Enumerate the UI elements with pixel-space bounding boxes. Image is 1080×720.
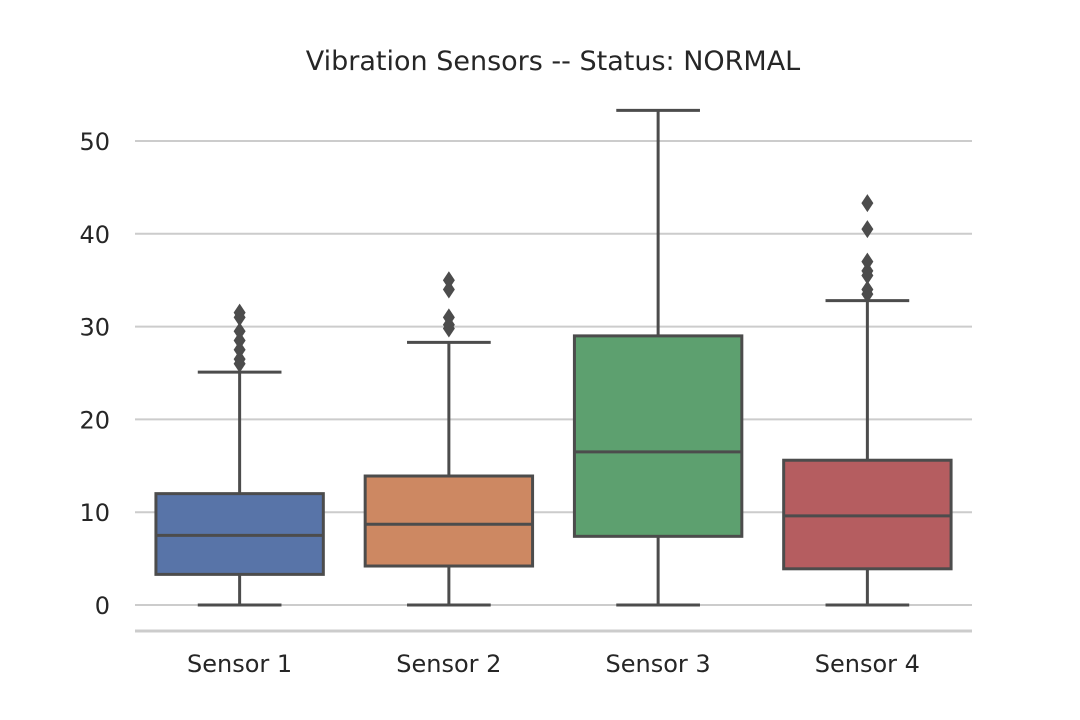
box-4 (782, 194, 953, 607)
outlier-point (442, 271, 455, 290)
outlier-point (442, 308, 455, 327)
box-1 (154, 303, 325, 607)
y-tick-label: 50 (79, 128, 110, 156)
outlier-point (861, 261, 874, 280)
y-tick-label: 30 (79, 314, 110, 342)
outlier-point (861, 194, 874, 213)
x-tick-label: Sensor 2 (396, 650, 501, 678)
outlier-point (861, 252, 874, 271)
chart-title: Vibration Sensors -- Status: NORMAL (306, 46, 800, 77)
label-layer: 0 10 20 30 40 50 Sensor 1 Sensor 2 Sensor 3 Senso… (79, 128, 920, 678)
x-tick-label: Sensor 3 (606, 650, 711, 678)
outlier-point (442, 280, 455, 299)
box-layer (154, 108, 953, 607)
y-tick-label: 10 (79, 499, 110, 527)
y-tick-label: 0 (95, 592, 110, 620)
box-iqr (572, 334, 744, 538)
x-tick-label: Sensor 1 (187, 650, 292, 678)
outlier-point (861, 280, 874, 299)
y-tick-label: 20 (79, 406, 110, 434)
outlier-point (233, 350, 246, 369)
x-tick-label: Sensor 4 (815, 650, 920, 678)
outlier-point (233, 340, 246, 359)
outlier-point (233, 331, 246, 350)
outlier-point (233, 303, 246, 322)
box-iqr (363, 474, 535, 568)
y-tick-label: 40 (79, 221, 110, 249)
box-2 (363, 271, 535, 607)
outlier-point (861, 220, 874, 239)
box-3 (572, 108, 744, 607)
outlier-point (233, 322, 246, 341)
